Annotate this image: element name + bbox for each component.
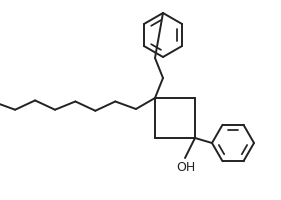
Text: OH: OH — [176, 161, 196, 174]
